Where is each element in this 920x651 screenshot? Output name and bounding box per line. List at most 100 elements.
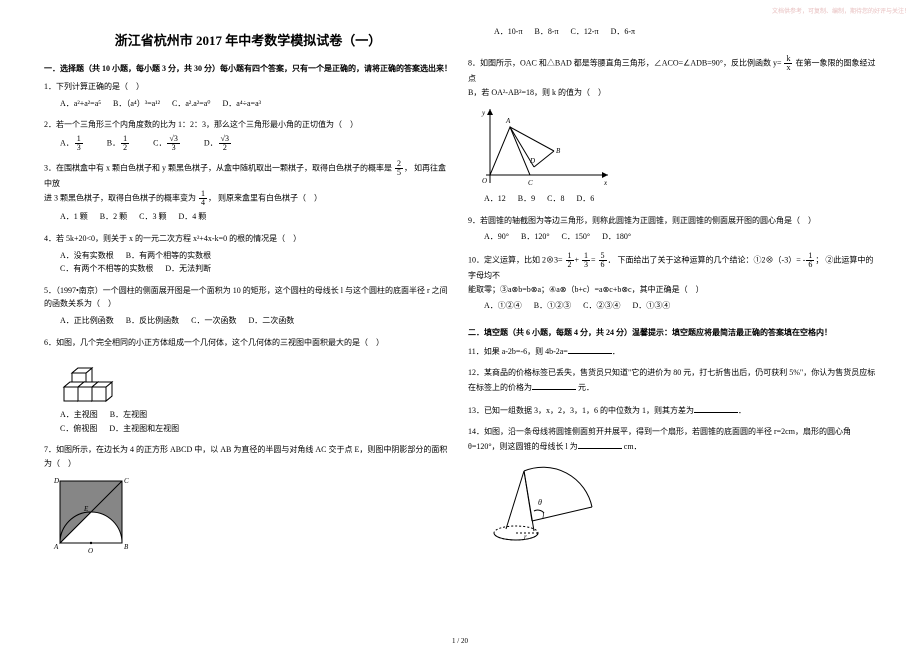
blank-13 <box>694 403 738 413</box>
right-column: A．10-π B．8-π C．12-π D．6-π 8．如图所示，OAC 和△B… <box>460 24 884 565</box>
q3-stem-d: 则原来盒里有白色棋子（ ） <box>218 194 322 203</box>
square-figure: A B C D E O <box>52 475 134 557</box>
svg-text:D: D <box>53 477 59 485</box>
blank-12 <box>532 380 576 390</box>
q10-stem-b: 下面给出了关于这种运算的几个结论：①2⊗（-3）= <box>618 255 801 264</box>
q6-opt-a: A．主视图 <box>60 410 98 419</box>
blank-14 <box>578 439 622 449</box>
question-1: 1．下列计算正确的是（ ） A．a²+a²=a⁵ B．（a⁴）³=a¹² C．a… <box>44 80 452 110</box>
q2-options: A．13 B．12 C．√33 D．√32 <box>60 135 452 152</box>
q14-suffix: cm． <box>624 442 642 451</box>
q6-options: A．主视图 B．左视图 C．俯视图 D．主视图和左视图 <box>60 408 452 435</box>
q10-opt-a: A．①②④ <box>484 301 522 310</box>
q12-suffix: 元． <box>578 383 594 392</box>
q3-options: A．1 颗 B．2 颗 C．3 颗 D．4 颗 <box>60 210 452 224</box>
q14-stem: 14．如图，沿一条母线将圆锥侧面剪开并展平，得到一个扇形，若圆锥的底面圆的半径 … <box>468 427 851 451</box>
q2-stem: 2．若一个三角形三个内角度数的比为 1：2：3，那么这个三角形最小角的正切值为（… <box>44 118 452 132</box>
q9-stem: 9．若圆锥的轴截图为等边三角形，则称此圆锥为正圆锥，则正圆锥的侧面展开图的圆心角… <box>468 214 876 228</box>
triangle-figure: O C A B D x y <box>476 103 616 189</box>
question-3: 3．在围棋盒中有 x 颗白色棋子和 y 颗黑色棋子，从盒中随机取出一颗棋子，取得… <box>44 160 452 224</box>
svg-text:O: O <box>482 177 487 185</box>
question-5: 5．（1997•南京）一个圆柱的侧面展开图是一个面积为 10 的矩形，这个圆柱的… <box>44 284 452 328</box>
frac-sqrt3-3: √33 <box>167 135 189 152</box>
q9-opt-c: C．150° <box>562 232 591 241</box>
svg-text:x: x <box>603 179 608 187</box>
svg-text:E: E <box>83 505 89 513</box>
q10-stem-d: 能取零；③a⊗b=b⊗a；④a⊗（b+c）=a⊗c+b⊗c，其中正确是（ ） <box>468 285 704 294</box>
q4-opt-c: C．有两个不相等的实数根 <box>60 264 153 273</box>
q13-stem: 13．已知一组数据 3，x，2，3，1，6 的中位数为 1，则其方差为 <box>468 406 694 415</box>
cubes-figure <box>62 353 122 405</box>
q5-options: A．正比例函数 B．反比例函数 C．一次函数 D．二次函数 <box>60 314 452 328</box>
q3-opt-b: B．2 颗 <box>100 212 127 221</box>
q1-options: A．a²+a²=a⁵ B．（a⁴）³=a¹² C．a².a²=a⁰ D．a⁴÷a… <box>60 97 452 111</box>
question-8: 8．如图所示，OAC 和△BAD 都是等腰直角三角形，∠ACO=∠ADB=90°… <box>468 55 876 206</box>
exam-title: 浙江省杭州市 2017 年中考数学模拟试卷（一） <box>44 30 452 49</box>
q10-options: A．①②④ B．①②③ C．②③④ D．①③④ <box>484 299 876 313</box>
q3-stem-c: 进 3 颗黑色棋子，取得白色棋子的概率变为 <box>44 194 196 203</box>
q8-opt-b: B．9 <box>518 194 535 203</box>
q3-opt-d: D．4 颗 <box>178 212 206 221</box>
page-container: 浙江省杭州市 2017 年中考数学模拟试卷（一） 一．选择题（共 10 小题，每… <box>0 0 920 579</box>
q11-stem: 11．如果 a-2b=-6，则 4b-2a= <box>468 347 568 356</box>
svg-text:D: D <box>529 157 535 165</box>
q7-stem: 7．如图所示，在边长为 4 的正方形 ABCD 中，以 AB 为直径的半圆与对角… <box>44 443 452 470</box>
q12-stem: 12．某商品的价格标签已丢失，售货员只知道"它的进价为 80 元，打七折售出后，… <box>468 368 875 392</box>
q8-stem-c: B，若 OA²-AB²=18，则 k 的值为（ ） <box>468 88 606 97</box>
q4-opt-a: A．没有实数根 <box>60 251 114 260</box>
frac-1-2: 12 <box>121 135 139 152</box>
section-2-header: 二．填空题（共 6 小题，每题 4 分，共 24 分）温馨提示：填空题应将最简洁… <box>468 327 876 338</box>
q7-opt-a: A．10-π <box>494 27 522 36</box>
q9-options: A．90° B．120° C．150° D．180° <box>484 230 876 244</box>
q1-opt-d: D．a⁴÷a=a³ <box>223 99 262 108</box>
question-9: 9．若圆锥的轴截图为等边三角形，则称此圆锥为正圆锥，则正圆锥的侧面展开图的圆心角… <box>468 214 876 244</box>
question-2: 2．若一个三角形三个内角度数的比为 1：2：3，那么这个三角形最小角的正切值为（… <box>44 118 452 152</box>
q7-opt-d: D．6-π <box>611 27 635 36</box>
q8-stem-a: 8．如图所示，OAC 和△BAD 都是等腰直角三角形，∠ACO=∠ADB=90°… <box>468 58 781 67</box>
q6-stem: 6．如图，几个完全相同的小正方体组成一个几何体，这个几何体的三视图中面积最大的是… <box>44 336 452 350</box>
q8-opt-a: A．12 <box>484 194 506 203</box>
q3-stem-a: 3．在围棋盒中有 x 颗白色棋子和 y 颗黑色棋子，从盒中随机取出一颗棋子，取得… <box>44 163 392 172</box>
frac-2-5: 25 <box>395 160 403 177</box>
page-footer: 1 / 20 <box>0 637 920 645</box>
svg-text:O: O <box>88 547 93 555</box>
q5-opt-d: D．二次函数 <box>248 316 294 325</box>
svg-text:y: y <box>481 109 486 117</box>
q1-opt-c: C．a².a²=a⁰ <box>172 99 211 108</box>
frac-5-6: 56 <box>599 252 607 269</box>
q9-opt-d: D．180° <box>602 232 631 241</box>
q1-stem: 1．下列计算正确的是（ ） <box>44 80 452 94</box>
frac-1-6: 16 <box>806 252 814 269</box>
q6-opt-c: C．俯视图 <box>60 424 97 433</box>
q10-opt-b: B．①②③ <box>534 301 571 310</box>
svg-text:l: l <box>542 512 545 521</box>
q5-stem: 5．（1997•南京）一个圆柱的侧面展开图是一个面积为 10 的矩形，这个圆柱的… <box>44 284 452 311</box>
left-column: 浙江省杭州市 2017 年中考数学模拟试卷（一） 一．选择题（共 10 小题，每… <box>36 24 460 565</box>
q8-opt-c: C．8 <box>547 194 564 203</box>
q10-stem-a: 10．定义运算，比如 2⊗3= <box>468 255 563 264</box>
section-1-header: 一．选择题（共 10 小题，每小题 3 分，共 30 分）每小题有四个答案，只有… <box>44 63 452 74</box>
frac-1-2b: 12 <box>566 252 574 269</box>
q1-opt-b: B．（a⁴）³=a¹² <box>113 99 160 108</box>
frac-1-4: 14 <box>199 190 207 207</box>
question-6: 6．如图，几个完全相同的小正方体组成一个几何体，这个几何体的三视图中面积最大的是… <box>44 336 452 436</box>
svg-text:C: C <box>124 477 129 485</box>
q6-opt-b: B．左视图 <box>110 410 147 419</box>
blank-11 <box>568 344 612 354</box>
svg-text:θ: θ <box>538 498 542 507</box>
question-7: 7．如图所示，在边长为 4 的正方形 ABCD 中，以 AB 为直径的半圆与对角… <box>44 443 452 556</box>
frac-sqrt3-2: √32 <box>219 135 241 152</box>
question-14: 14．如图，沿一条母线将圆锥侧面剪开并展平，得到一个扇形，若圆锥的底面圆的半径 … <box>468 425 876 547</box>
question-11: 11．如果 a-2b=-6，则 4b-2a=． <box>468 344 876 359</box>
q5-opt-a: A．正比例函数 <box>60 316 114 325</box>
question-10: 10．定义运算，比如 2⊗3= 12+ 13= 56． 下面给出了关于这种运算的… <box>468 252 876 313</box>
q4-options: A．没有实数根 B．有两个相等的实数根 C．有两个不相等的实数根 D．无法判断 <box>60 249 452 276</box>
q9-opt-a: A．90° <box>484 232 509 241</box>
svg-text:A: A <box>53 543 59 551</box>
svg-text:B: B <box>124 543 129 551</box>
svg-text:B: B <box>556 147 561 155</box>
q7-opt-c: C．12-π <box>571 27 599 36</box>
question-4: 4．若 5k+20<0，则关于 x 的一元二次方程 x²+4x-k=0 的根的情… <box>44 232 452 276</box>
q6-opt-d: D．主视图和左视图 <box>109 424 179 433</box>
question-12: 12．某商品的价格标签已丢失，售货员只知道"它的进价为 80 元，打七折售出后，… <box>468 366 876 394</box>
